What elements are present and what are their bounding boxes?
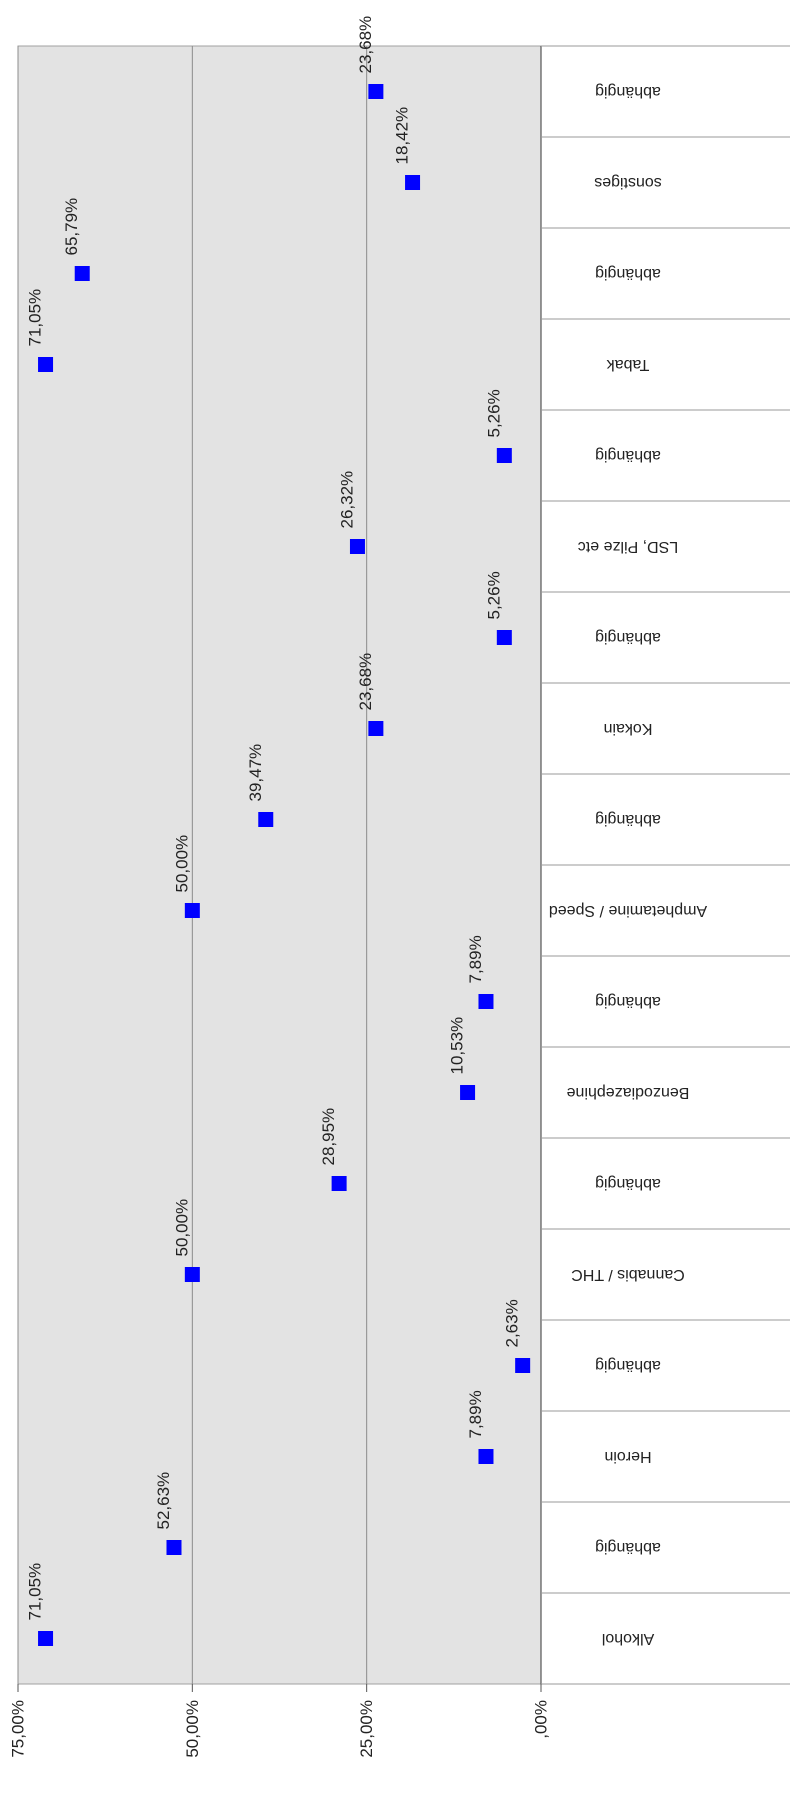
category-label: abhängig	[595, 811, 661, 828]
category-label: sonstiges	[594, 174, 662, 191]
data-point	[349, 539, 365, 554]
category-label: abhängig	[595, 993, 661, 1010]
data-point	[38, 1631, 54, 1646]
data-point	[496, 448, 512, 463]
category-label: abhängig	[595, 83, 661, 100]
value-tick-label: 50,00%	[183, 1700, 202, 1758]
category-label: Alkohol	[602, 1630, 654, 1647]
data-point	[331, 1176, 347, 1191]
data-point	[74, 266, 90, 281]
category-label: abhängig	[595, 1539, 661, 1556]
data-label: 10,53%	[448, 1017, 467, 1075]
data-label: 2,63%	[503, 1299, 522, 1347]
data-point	[515, 1358, 531, 1373]
category-label: abhängig	[595, 1175, 661, 1192]
data-point	[368, 84, 384, 99]
data-point	[184, 903, 200, 918]
category-label: LSD, Pilze etc	[578, 538, 678, 555]
data-label: 5,26%	[484, 389, 503, 437]
data-label: 7,89%	[466, 1390, 485, 1438]
data-point	[478, 1449, 494, 1464]
data-label: 18,42%	[393, 107, 412, 165]
data-point	[258, 812, 274, 827]
data-label: 28,95%	[319, 1108, 338, 1166]
data-label: 7,89%	[466, 935, 485, 983]
data-label: 23,68%	[356, 653, 375, 711]
value-tick-label: ,00%	[532, 1700, 551, 1739]
category-axis: Alkohol abhängig Heroin abhängig Cannabis / …	[540, 45, 790, 1685]
category-label: Tabak	[606, 356, 650, 373]
data-point	[478, 994, 494, 1009]
value-tick-label: 75,00%	[9, 1700, 28, 1758]
value-tick-label: 25,00%	[357, 1700, 376, 1758]
category-label: Heroin	[604, 1448, 651, 1465]
category-label: abhängig	[595, 265, 661, 282]
data-label: 23,68%	[356, 16, 375, 74]
data-labels: 71,05% 52,63% 7,89% 2,63% 50,00% 28,95% 10,53%…	[26, 16, 522, 1621]
data-points	[38, 84, 531, 1646]
plot-area	[17, 45, 542, 1685]
data-point	[166, 1540, 182, 1555]
category-label: abhängig	[595, 447, 661, 464]
category-label: abhängig	[595, 1357, 661, 1374]
data-label: 71,05%	[26, 289, 45, 347]
data-label: 65,79%	[62, 198, 81, 256]
data-point	[460, 1085, 476, 1100]
value-axis: ,00% 25,00% 50,00% 75,00%	[9, 1684, 551, 1758]
data-label: 71,05%	[26, 1563, 45, 1621]
data-label: 50,00%	[172, 1199, 191, 1257]
data-label: 26,32%	[337, 471, 356, 529]
data-point	[496, 630, 512, 645]
category-label: abhängig	[595, 629, 661, 646]
data-point	[38, 357, 54, 372]
data-point	[405, 175, 421, 190]
data-point	[184, 1267, 200, 1282]
category-label: Cannabis / THC	[571, 1266, 685, 1283]
data-label: 52,63%	[154, 1472, 173, 1530]
data-label: 50,00%	[172, 835, 191, 893]
category-label: Benzodiazephine	[567, 1084, 690, 1101]
data-label: 5,26%	[484, 571, 503, 619]
category-label: Amphetamine / Speed	[549, 902, 707, 919]
data-label: 39,47%	[246, 744, 265, 802]
data-point	[368, 721, 384, 736]
gridlines	[17, 46, 368, 1684]
category-label: Kokain	[604, 720, 653, 737]
